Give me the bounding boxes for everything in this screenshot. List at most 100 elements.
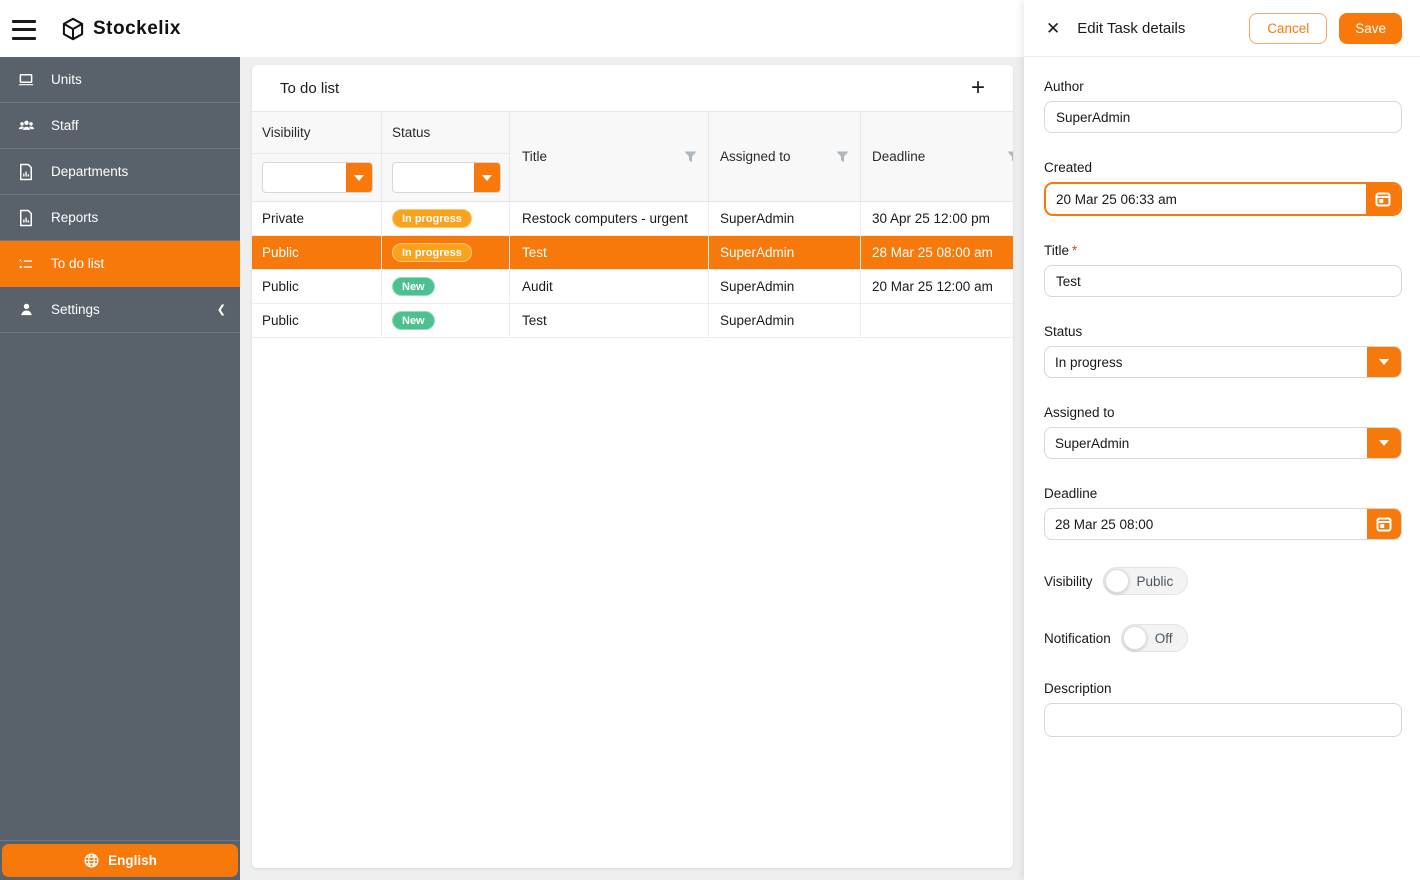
document-chart-icon (16, 208, 36, 228)
description-label: Description (1044, 681, 1112, 696)
close-icon[interactable]: ✕ (1046, 18, 1061, 38)
table-row[interactable]: Public New Audit SuperAdmin 20 Mar 25 12:00 … (252, 270, 1013, 304)
panel-title: Edit Task details (1077, 19, 1186, 37)
sidebar-item-to-do-list[interactable]: To do list (0, 241, 240, 287)
cell-assigned-to: SuperAdmin (709, 304, 861, 337)
add-task-button[interactable]: + (970, 74, 985, 101)
sidebar-item-label: Settings (51, 302, 100, 317)
sidebar-item-label: Staff (51, 118, 79, 133)
language-button[interactable]: English (2, 844, 238, 877)
panel-header: ✕ Edit Task details Cancel Save (1024, 0, 1420, 57)
filter-funnel-icon[interactable] (684, 151, 697, 163)
visibility-label: Visibility (1044, 573, 1093, 589)
cell-deadline: 20 Mar 25 12:00 am (872, 279, 993, 294)
cell-assigned-to: SuperAdmin (709, 202, 861, 235)
sidebar-nav: Units Staff Departments Reports To do list Se… (0, 57, 240, 333)
left-region: Stockelix Units Staff Departments Reports To… (0, 0, 1024, 880)
filter-funnel-icon[interactable] (836, 151, 849, 163)
cube-logo-icon (60, 16, 86, 42)
title-field[interactable] (1044, 265, 1402, 297)
column-assigned-to: Assigned to (709, 112, 861, 201)
created-value: 20 Mar 25 06:33 am (1056, 191, 1177, 207)
save-button[interactable]: Save (1339, 12, 1402, 44)
cell-status: In progress (382, 202, 510, 235)
todo-table-body: Private In progress Restock computers - ur… (252, 202, 1013, 868)
cell-title: Test (510, 236, 709, 269)
sidebar-item-settings[interactable]: Settings ❮ (0, 287, 240, 333)
table-row[interactable]: Private In progress Restock computers - ur… (252, 202, 1013, 236)
toggle-knob (1104, 569, 1129, 593)
cell-visibility: Public (252, 236, 382, 269)
panel-body: Author Created 20 Mar 25 06:33 am (1024, 57, 1420, 769)
status-filter-value (393, 163, 474, 192)
sidebar-item-label: Reports (51, 210, 99, 225)
cell-status: New (382, 304, 510, 337)
laptop-icon (16, 70, 36, 90)
filter-funnel-icon[interactable] (1007, 151, 1013, 163)
cancel-button[interactable]: Cancel (1249, 12, 1328, 44)
sidebar-item-units[interactable]: Units (0, 57, 240, 103)
hamburger-menu-icon[interactable] (12, 19, 36, 40)
calendar-icon[interactable] (1367, 509, 1401, 539)
created-field[interactable]: 20 Mar 25 06:33 am (1044, 182, 1402, 216)
column-visibility: Visibility (252, 112, 382, 201)
todo-card: To do list + Visibility (252, 65, 1013, 868)
notification-toggle[interactable]: Off (1120, 624, 1188, 652)
sidebar-item-reports[interactable]: Reports (0, 195, 240, 241)
cell-title: Audit (510, 270, 709, 303)
sidebar-item-departments[interactable]: Departments (0, 149, 240, 195)
visibility-filter-value (263, 163, 346, 192)
cell-title: Restock computers - urgent (510, 202, 709, 235)
cell-title: Test (510, 304, 709, 337)
sidebar: Units Staff Departments Reports To do list Se… (0, 57, 240, 880)
table-row[interactable]: Public New Test SuperAdmin (252, 304, 1013, 338)
main-content: To do list + Visibility (240, 57, 1024, 880)
visibility-filter-dropdown[interactable] (262, 162, 373, 193)
status-badge: New (392, 277, 435, 296)
column-deadline: Deadline (861, 112, 1013, 201)
visibility-toggle-value: Public (1136, 573, 1174, 589)
cell-deadline (861, 304, 1013, 337)
chevron-left-icon[interactable]: ❮ (216, 304, 226, 316)
chevron-down-icon[interactable] (346, 163, 372, 192)
assigned-to-select[interactable]: SuperAdmin (1044, 427, 1402, 459)
chevron-down-icon[interactable] (1367, 347, 1401, 377)
author-field[interactable] (1044, 101, 1402, 133)
sidebar-item-label: Departments (51, 164, 129, 179)
chevron-down-icon[interactable] (474, 163, 500, 192)
chevron-down-icon[interactable] (1367, 428, 1401, 458)
brand-name: Stockelix (93, 17, 181, 39)
created-label: Created (1044, 160, 1093, 175)
edit-task-panel: ✕ Edit Task details Cancel Save Author C… (1024, 0, 1420, 880)
column-header-deadline: Deadline (872, 149, 926, 164)
card-header: To do list + (252, 65, 1013, 112)
card-title: To do list (280, 79, 340, 97)
column-header-title: Title (522, 149, 548, 164)
sidebar-item-staff[interactable]: Staff (0, 103, 240, 149)
visibility-toggle[interactable]: Public (1102, 567, 1189, 595)
cell-visibility: Public (252, 304, 382, 337)
table-row[interactable]: Public In progress Test SuperAdmin 28 Mar 25… (252, 236, 1013, 270)
sidebar-bottom: English (0, 840, 240, 880)
status-select[interactable]: In progress (1044, 346, 1402, 378)
cell-assigned-to: SuperAdmin (709, 236, 861, 269)
deadline-field[interactable]: 28 Mar 25 08:00 (1044, 508, 1402, 540)
author-label: Author (1044, 79, 1084, 94)
column-header-assigned-to: Assigned to (720, 149, 791, 164)
cell-status: New (382, 270, 510, 303)
topbar: Stockelix (0, 0, 1024, 57)
status-select-value: In progress (1055, 354, 1123, 370)
deadline-label: Deadline (1044, 486, 1098, 501)
people-icon (16, 116, 36, 136)
sidebar-item-label: Units (51, 72, 82, 87)
cell-deadline: 28 Mar 25 08:00 am (872, 245, 993, 260)
calendar-icon[interactable] (1366, 184, 1400, 214)
checklist-icon (16, 254, 36, 274)
assigned-to-select-value: SuperAdmin (1055, 435, 1130, 451)
status-badge: In progress (392, 243, 472, 262)
description-field[interactable] (1044, 703, 1402, 737)
globe-icon (83, 852, 100, 869)
status-filter-dropdown[interactable] (392, 162, 501, 193)
status-badge: New (392, 311, 435, 330)
required-asterisk: * (1072, 243, 1078, 258)
